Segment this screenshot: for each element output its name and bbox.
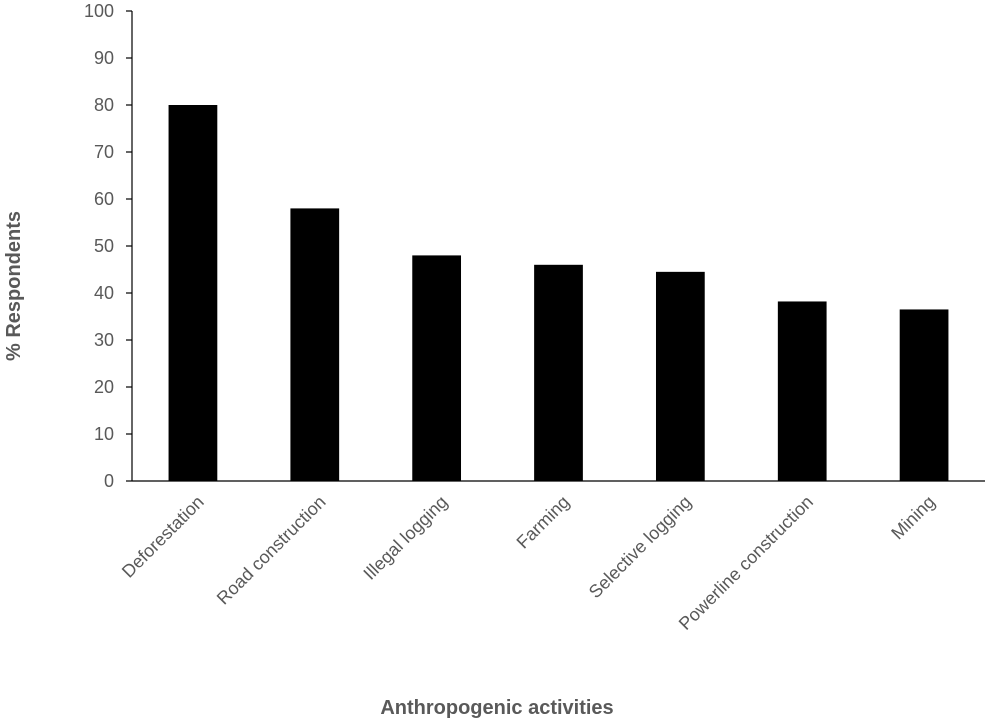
y-tick-label: 100 [84,1,114,21]
y-tick-label: 20 [94,377,114,397]
x-category-label: Farming [513,492,574,553]
y-tick-label: 0 [104,471,114,491]
y-tick-label: 10 [94,424,114,444]
bar-deforestation [168,105,218,481]
y-tick-label: 80 [94,95,114,115]
bar-powerline-construction [777,301,827,481]
x-category-label: Illegal logging [359,492,451,584]
bar-road-construction [290,208,340,481]
y-tick-label: 60 [94,189,114,209]
bar-mining [899,309,949,481]
y-tick-label: 40 [94,283,114,303]
x-category-labels: Deforestation Road construction Illegal lo… [118,492,939,634]
x-category-label: Road construction [213,492,330,609]
y-tick-labels: 0 10 20 30 40 50 60 70 80 90 100 [84,1,132,491]
y-tick-label: 50 [94,236,114,256]
x-category-label: Deforestation [118,492,208,582]
bar-farming [534,264,583,481]
x-axis-title: Anthropogenic activities [380,697,613,719]
x-category-label: Powerline construction [675,492,817,634]
y-axis-title: % Respondents [3,211,25,361]
x-category-label: Selective logging [585,492,695,602]
bars-group [168,105,949,481]
y-tick-label: 30 [94,330,114,350]
bar-selective-logging [655,271,705,481]
bar-illegal-logging [412,255,462,481]
y-tick-label: 90 [94,48,114,68]
y-tick-label: 70 [94,142,114,162]
x-category-label: Mining [887,492,939,544]
